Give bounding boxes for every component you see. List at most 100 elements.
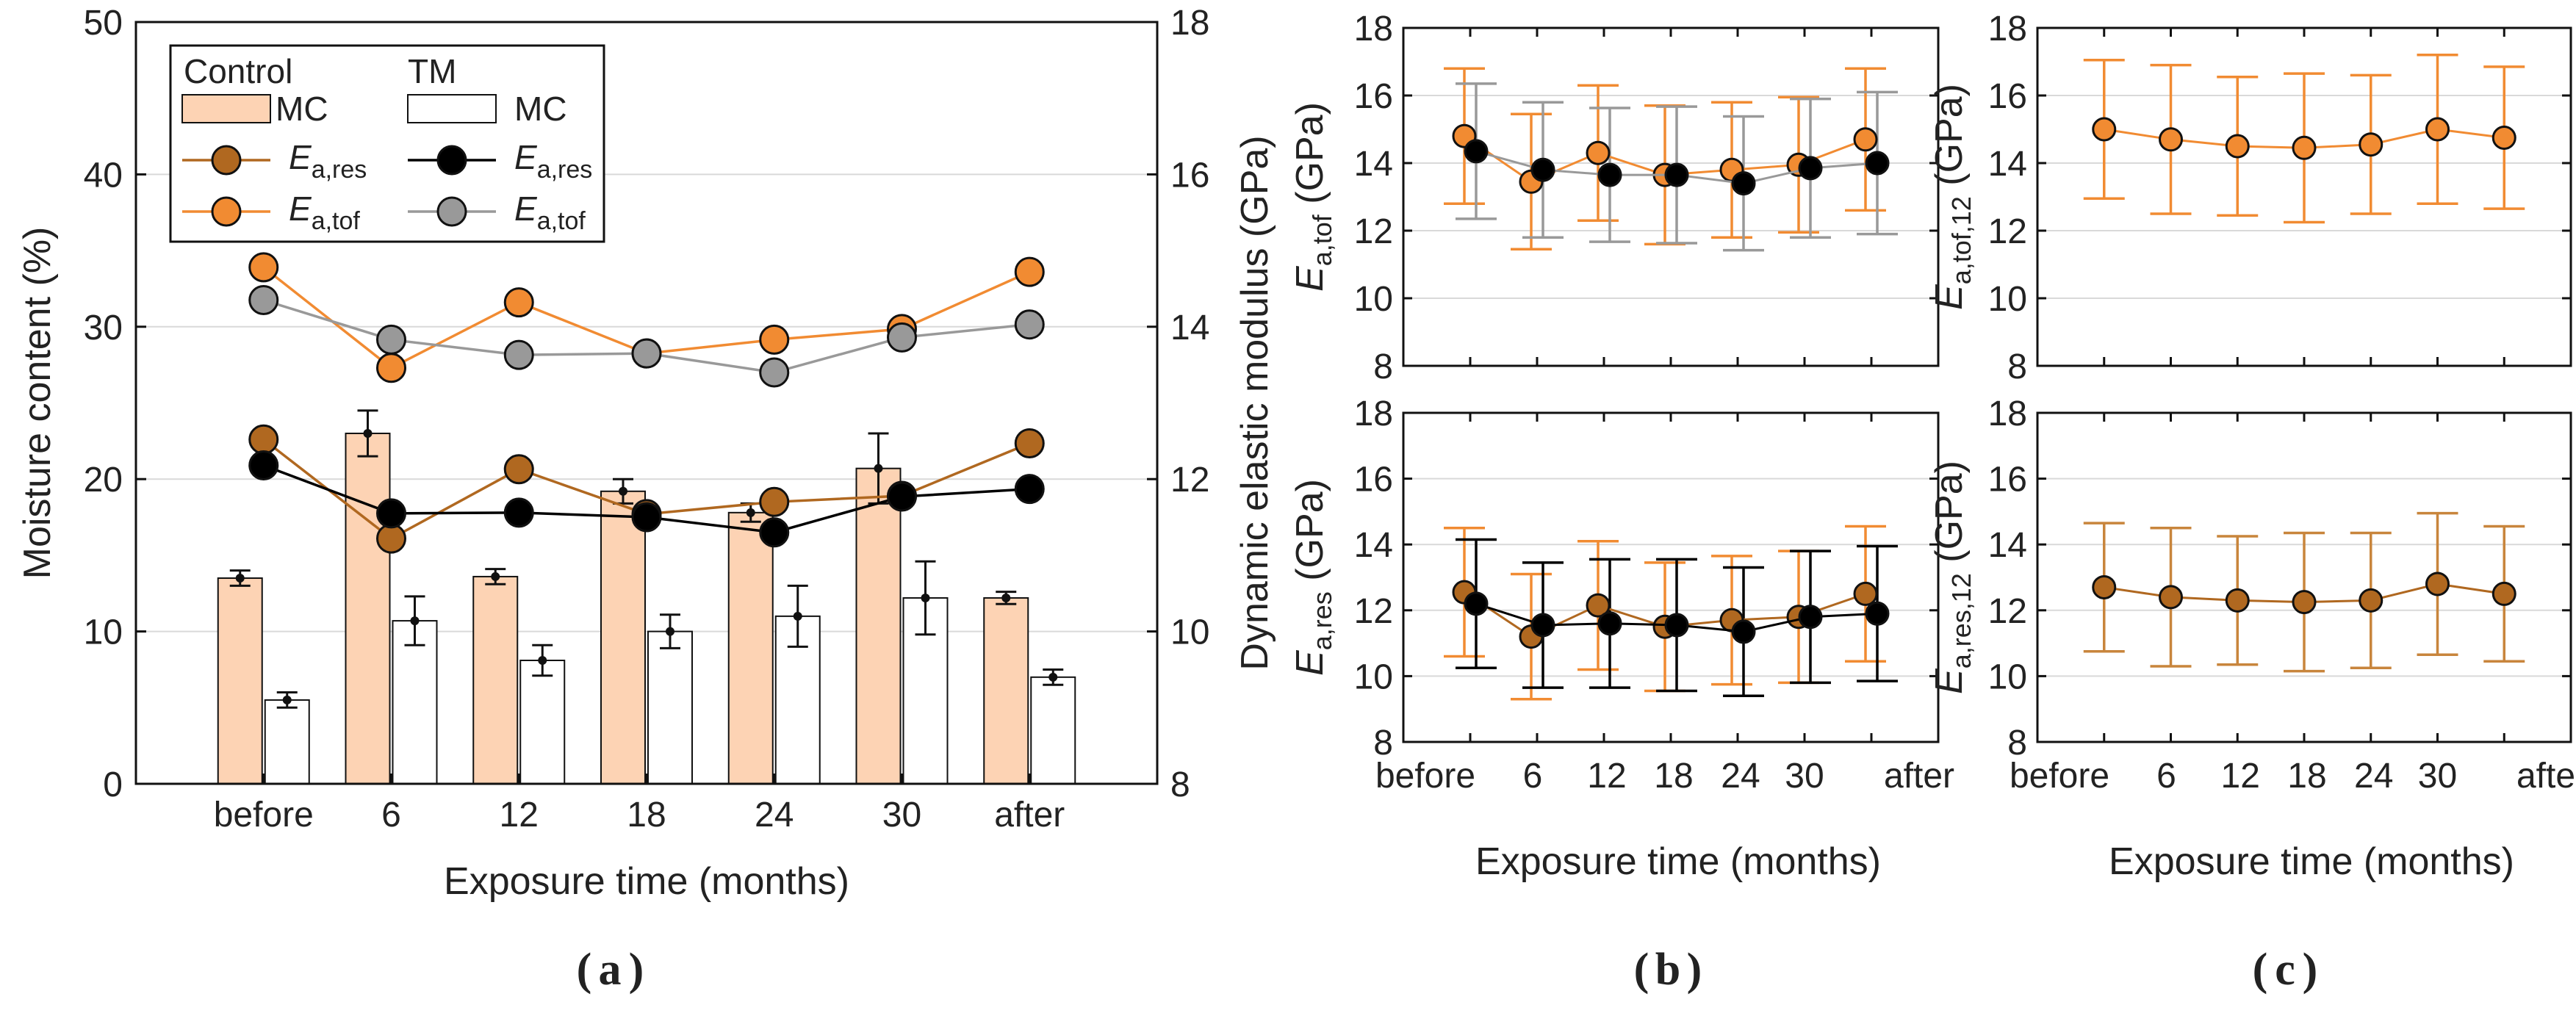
tick-label-right: 14 (1170, 309, 1209, 347)
axes-frame (1402, 26, 1940, 367)
tick-label-y: 16 (1354, 77, 1393, 116)
x-axis-label: Exposure time (months) (2109, 840, 2514, 883)
bar-control-mc (983, 596, 1029, 785)
tick-label-y: 10 (1988, 280, 2027, 319)
panel-labels-bc: (b)(c) (1634, 945, 2318, 995)
tick-label-y: 18 (1354, 10, 1393, 48)
y-axis-label-unit: (GPa) (1928, 461, 1971, 573)
tick-label-y: 12 (1354, 592, 1393, 631)
legend-subscript: a,res (537, 156, 593, 184)
tick-label-x: 18 (2287, 757, 2326, 796)
legend-marker-control-e-res (211, 145, 242, 176)
tick-label-x: before (1375, 757, 1475, 796)
tick-label-y: 14 (1988, 526, 2027, 565)
axes-frame (1402, 411, 1940, 743)
panel-label-c: c (2275, 945, 2295, 995)
tick-label-y: 8 (2007, 347, 2027, 386)
tick-label-right: 12 (1170, 461, 1209, 500)
tick-label-y: 16 (1988, 461, 2027, 500)
panel-b_bottom: 8 10 12 14 16 18 before 6 12 18 24 30 after Exposure … (1289, 394, 1954, 883)
point-control-e-res (376, 523, 406, 554)
legend-label-control-e-res: Ea,res (289, 138, 367, 184)
tick-label-x: 24 (1721, 757, 1760, 796)
point-tm-e-tof (887, 322, 917, 353)
point-tm (1597, 162, 1622, 187)
y-axis-label-symbol: E (1289, 649, 1331, 676)
mean-dot-control-mc (1001, 593, 1011, 602)
tick-label-y: 8 (1373, 347, 1393, 386)
point-control (1586, 593, 1611, 618)
mean-dot-control-mc (491, 572, 500, 581)
y-axis-label-unit: (GPa) (1289, 479, 1331, 591)
point-tm (1530, 157, 1555, 182)
point-tm-e-tof (1014, 309, 1045, 340)
point-tm (1865, 601, 1890, 626)
point-tm (1597, 611, 1622, 636)
point-tm (1798, 605, 1823, 630)
y-axis-label: Ea,tof,12 (GPa) (1928, 84, 1976, 310)
legend-subscript: a,tof (537, 207, 586, 235)
mean-dot-control-mc (619, 486, 627, 496)
mean-dot-tm-mc (282, 695, 292, 704)
legend-label-tm-e-res: Ea,res (514, 138, 592, 184)
y-axis-label-symbol: E (1928, 284, 1971, 310)
tick-label-x: 18 (1654, 757, 1693, 796)
tick-label-x: 24 (755, 796, 794, 834)
y-axis-label-unit: (GPa) (1928, 84, 1971, 196)
bar-tm-mc (1030, 676, 1076, 785)
point-tm-e-res (248, 450, 279, 481)
y-axis-label-unit: (GPa) (1289, 102, 1331, 215)
tick-label-y: 12 (1354, 212, 1393, 251)
point-control (2492, 581, 2516, 606)
point-tm-e-tof (248, 285, 279, 316)
point-control-e-res (759, 486, 790, 517)
bar-control-mc (600, 490, 646, 785)
y-axis-label: Ea,tof (GPa) (1289, 102, 1337, 292)
point-control (2425, 117, 2450, 142)
tick-label-x: before (214, 796, 314, 834)
point-control-e-res (503, 454, 534, 485)
point-control (2492, 126, 2516, 150)
tick-label-x: 12 (1587, 757, 1626, 796)
panel-a: 0 10 20 30 40 50 8 10 12 14 16 18 before 6 12 18 24 30 aft… (16, 4, 1276, 995)
y-axis-label-subscript: a,tof,12 (1946, 196, 1976, 284)
tick-label-y: 8 (1373, 724, 1393, 763)
point-tm (1664, 613, 1689, 638)
tick-label-x: 6 (2156, 757, 2176, 796)
point-control (1853, 127, 1878, 152)
tick-label-y: 8 (2007, 724, 2027, 763)
tick-label-x: 18 (627, 796, 666, 834)
x-axis-label: Exposure time (months) (444, 860, 849, 903)
bar-control-mc (855, 467, 902, 785)
point-tm (1731, 171, 1756, 196)
y-axis-label-symbol: E (1289, 265, 1331, 292)
tick-label-x: 6 (381, 796, 401, 834)
tick-label-y: 18 (1988, 394, 2027, 433)
tick-label-y: 12 (1988, 592, 2027, 631)
mean-dot-control-mc (874, 464, 883, 473)
legend-label-control-mc: MC (276, 90, 328, 128)
tick-label-x: 12 (500, 796, 539, 834)
point-control (2092, 574, 2117, 599)
bar-control-mc (217, 577, 263, 785)
legend-marker-control-e-tof (211, 196, 242, 227)
y-axis-label-subscript: a,tof (1307, 214, 1337, 266)
tick-label-x: 6 (1523, 757, 1543, 796)
paren-close: ) (1687, 945, 1702, 995)
x-axis-label: Exposure time (months) (1475, 840, 1881, 883)
legend-label-tm-mc: MC (514, 90, 567, 128)
mean-dot-tm-mc (410, 616, 420, 626)
tick-label-y: 18 (1354, 394, 1393, 433)
panel-b_top: 8 10 12 14 16 18 Ea,tof (GPa) (1289, 10, 1940, 386)
point-tm-e-res (503, 497, 534, 528)
legend-group-control: Control (184, 52, 292, 90)
legend-symbol: E (289, 138, 312, 176)
point-control (2159, 127, 2183, 152)
point-control-e-res (248, 424, 279, 455)
tick-label-y: 16 (1354, 461, 1393, 500)
legend-box (169, 44, 605, 243)
tick-label-y: 10 (1354, 657, 1393, 696)
panel-c_bottom: 8 10 12 14 16 18 before 6 12 18 24 30 after Exposure … (1928, 394, 2576, 883)
tick-label-right: 8 (1170, 765, 1190, 804)
